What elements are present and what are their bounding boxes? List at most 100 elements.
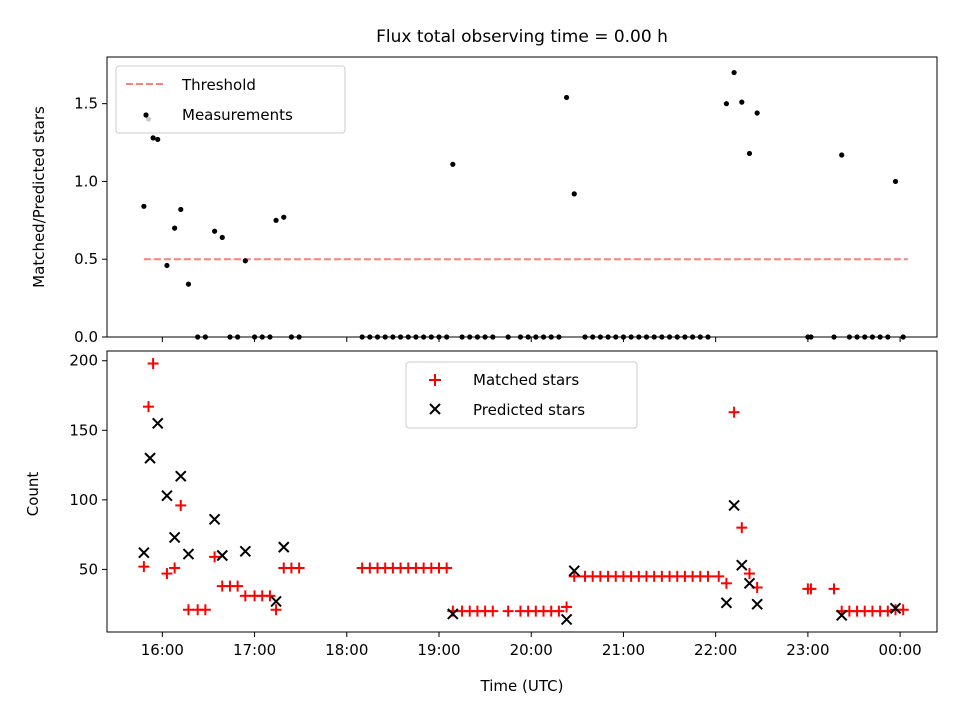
measurement-point [590, 334, 596, 340]
top-y-tick-label: 1.0 [74, 172, 98, 190]
matched-stars-point [239, 590, 251, 602]
predicted-stars-point [568, 565, 580, 577]
measurement-point [839, 152, 845, 158]
matched-stars-point [502, 605, 514, 617]
measurement-point [467, 334, 473, 340]
top-data-marks [141, 69, 908, 340]
measurement-point [540, 334, 547, 340]
measurement-point [892, 178, 899, 185]
measurement-point [563, 94, 570, 101]
matched-stars-point [264, 590, 276, 602]
measurement-point [674, 334, 680, 340]
matched-stars-point [728, 406, 740, 418]
measurement-point [636, 334, 642, 340]
measurement-point [141, 203, 147, 209]
measurement-point [382, 334, 388, 340]
measurement-point [185, 281, 192, 287]
matched-stars-point [143, 401, 154, 413]
matched-stars-point [805, 583, 817, 595]
predicted-stars-point [743, 577, 756, 590]
matched-stars-point [743, 568, 755, 580]
measurement-point [682, 334, 688, 340]
measurement-point [548, 334, 554, 340]
measurement-point [862, 334, 868, 340]
matched-stars-point [828, 583, 840, 595]
predicted-stars-point [736, 559, 748, 571]
measurement-point [155, 136, 161, 143]
predicted-stars-point [208, 513, 221, 526]
measurement-point [281, 214, 287, 220]
measurement-point [605, 334, 611, 340]
bottom-data-marks [138, 358, 909, 626]
measurement-point [413, 334, 419, 340]
measurement-point [690, 334, 696, 340]
matched-stars-point [568, 570, 580, 582]
measurement-point [517, 334, 524, 340]
matched-stars-point [441, 562, 453, 574]
bottom-x-tick-label: 17:00 [233, 641, 276, 659]
measurement-point [628, 334, 634, 340]
top-y-tick-label: 0.5 [74, 250, 98, 268]
measurement-point [846, 334, 852, 340]
measurement-point [390, 334, 396, 340]
matched-stars-point [270, 604, 282, 616]
matched-stars-point [232, 580, 244, 592]
legend-measurements-swatch [143, 112, 149, 118]
matched-stars-point [720, 577, 732, 589]
measurement-point [397, 334, 404, 340]
measurement-point [659, 334, 665, 340]
predicted-stars-point [216, 549, 228, 562]
top-y-ticks: 0.0 0.5 1.0 1.5 [74, 95, 107, 346]
measurement-point [556, 334, 562, 340]
bottom-legend: Matched stars Predicted stars [405, 361, 638, 429]
predicted-stars-point [720, 597, 733, 609]
measurement-point [444, 334, 450, 340]
bottom-x-ticks: 16:00 17:00 18:00 19:00 20:00 21:00 22:00 23:00… [141, 632, 922, 659]
measurement-point [739, 99, 745, 105]
measurement-point [164, 262, 170, 269]
legend-predicted-swatch [429, 403, 441, 415]
measurement-point [296, 334, 302, 340]
bottom-x-tick-label: 16:00 [141, 641, 184, 659]
predicted-stars-point [835, 609, 848, 622]
predicted-stars-point [728, 499, 740, 512]
top-legend: Threshold Measurements [115, 65, 346, 134]
bottom-x-tick-label: 21:00 [602, 641, 645, 659]
measurement-point [854, 334, 860, 340]
predicted-stars-point [270, 595, 282, 608]
measurement-point [474, 334, 481, 340]
measurement-point [697, 334, 703, 340]
measurement-point [643, 334, 650, 340]
measurement-point [666, 334, 673, 340]
measurement-point [178, 206, 184, 213]
measurement-point [533, 334, 539, 340]
measurement-point [172, 225, 178, 231]
measurement-point [367, 334, 373, 340]
bottom-x-tick-label: 18:00 [325, 641, 368, 659]
legend-predicted-label: Predicted stars [473, 401, 585, 419]
measurement-point [651, 334, 657, 340]
measurement-point [613, 334, 619, 340]
legend-matched-label: Matched stars [473, 371, 579, 389]
measurement-point [597, 334, 603, 340]
measurement-point [900, 334, 906, 340]
measurement-point [505, 334, 511, 340]
measurement-point [273, 217, 279, 223]
x-axis-label: Time (UTC) [480, 677, 564, 695]
predicted-stars-point [161, 489, 173, 502]
matched-stars-point [561, 601, 573, 613]
bottom-y-axis-label: Count [24, 472, 42, 517]
measurement-point [885, 334, 891, 340]
measurement-point [421, 334, 427, 340]
measurement-point [202, 334, 208, 340]
measurement-point [227, 334, 233, 340]
measurement-point [525, 334, 531, 340]
bottom-y-tick-label: 200 [69, 352, 98, 370]
predicted-stars-point [278, 541, 290, 553]
measurement-point [459, 334, 465, 340]
measurement-point [731, 69, 737, 76]
bottom-y-ticks: 50 100 150 200 [69, 352, 107, 578]
measurement-point [211, 228, 218, 234]
bottom-y-tick-label: 50 [79, 560, 98, 578]
